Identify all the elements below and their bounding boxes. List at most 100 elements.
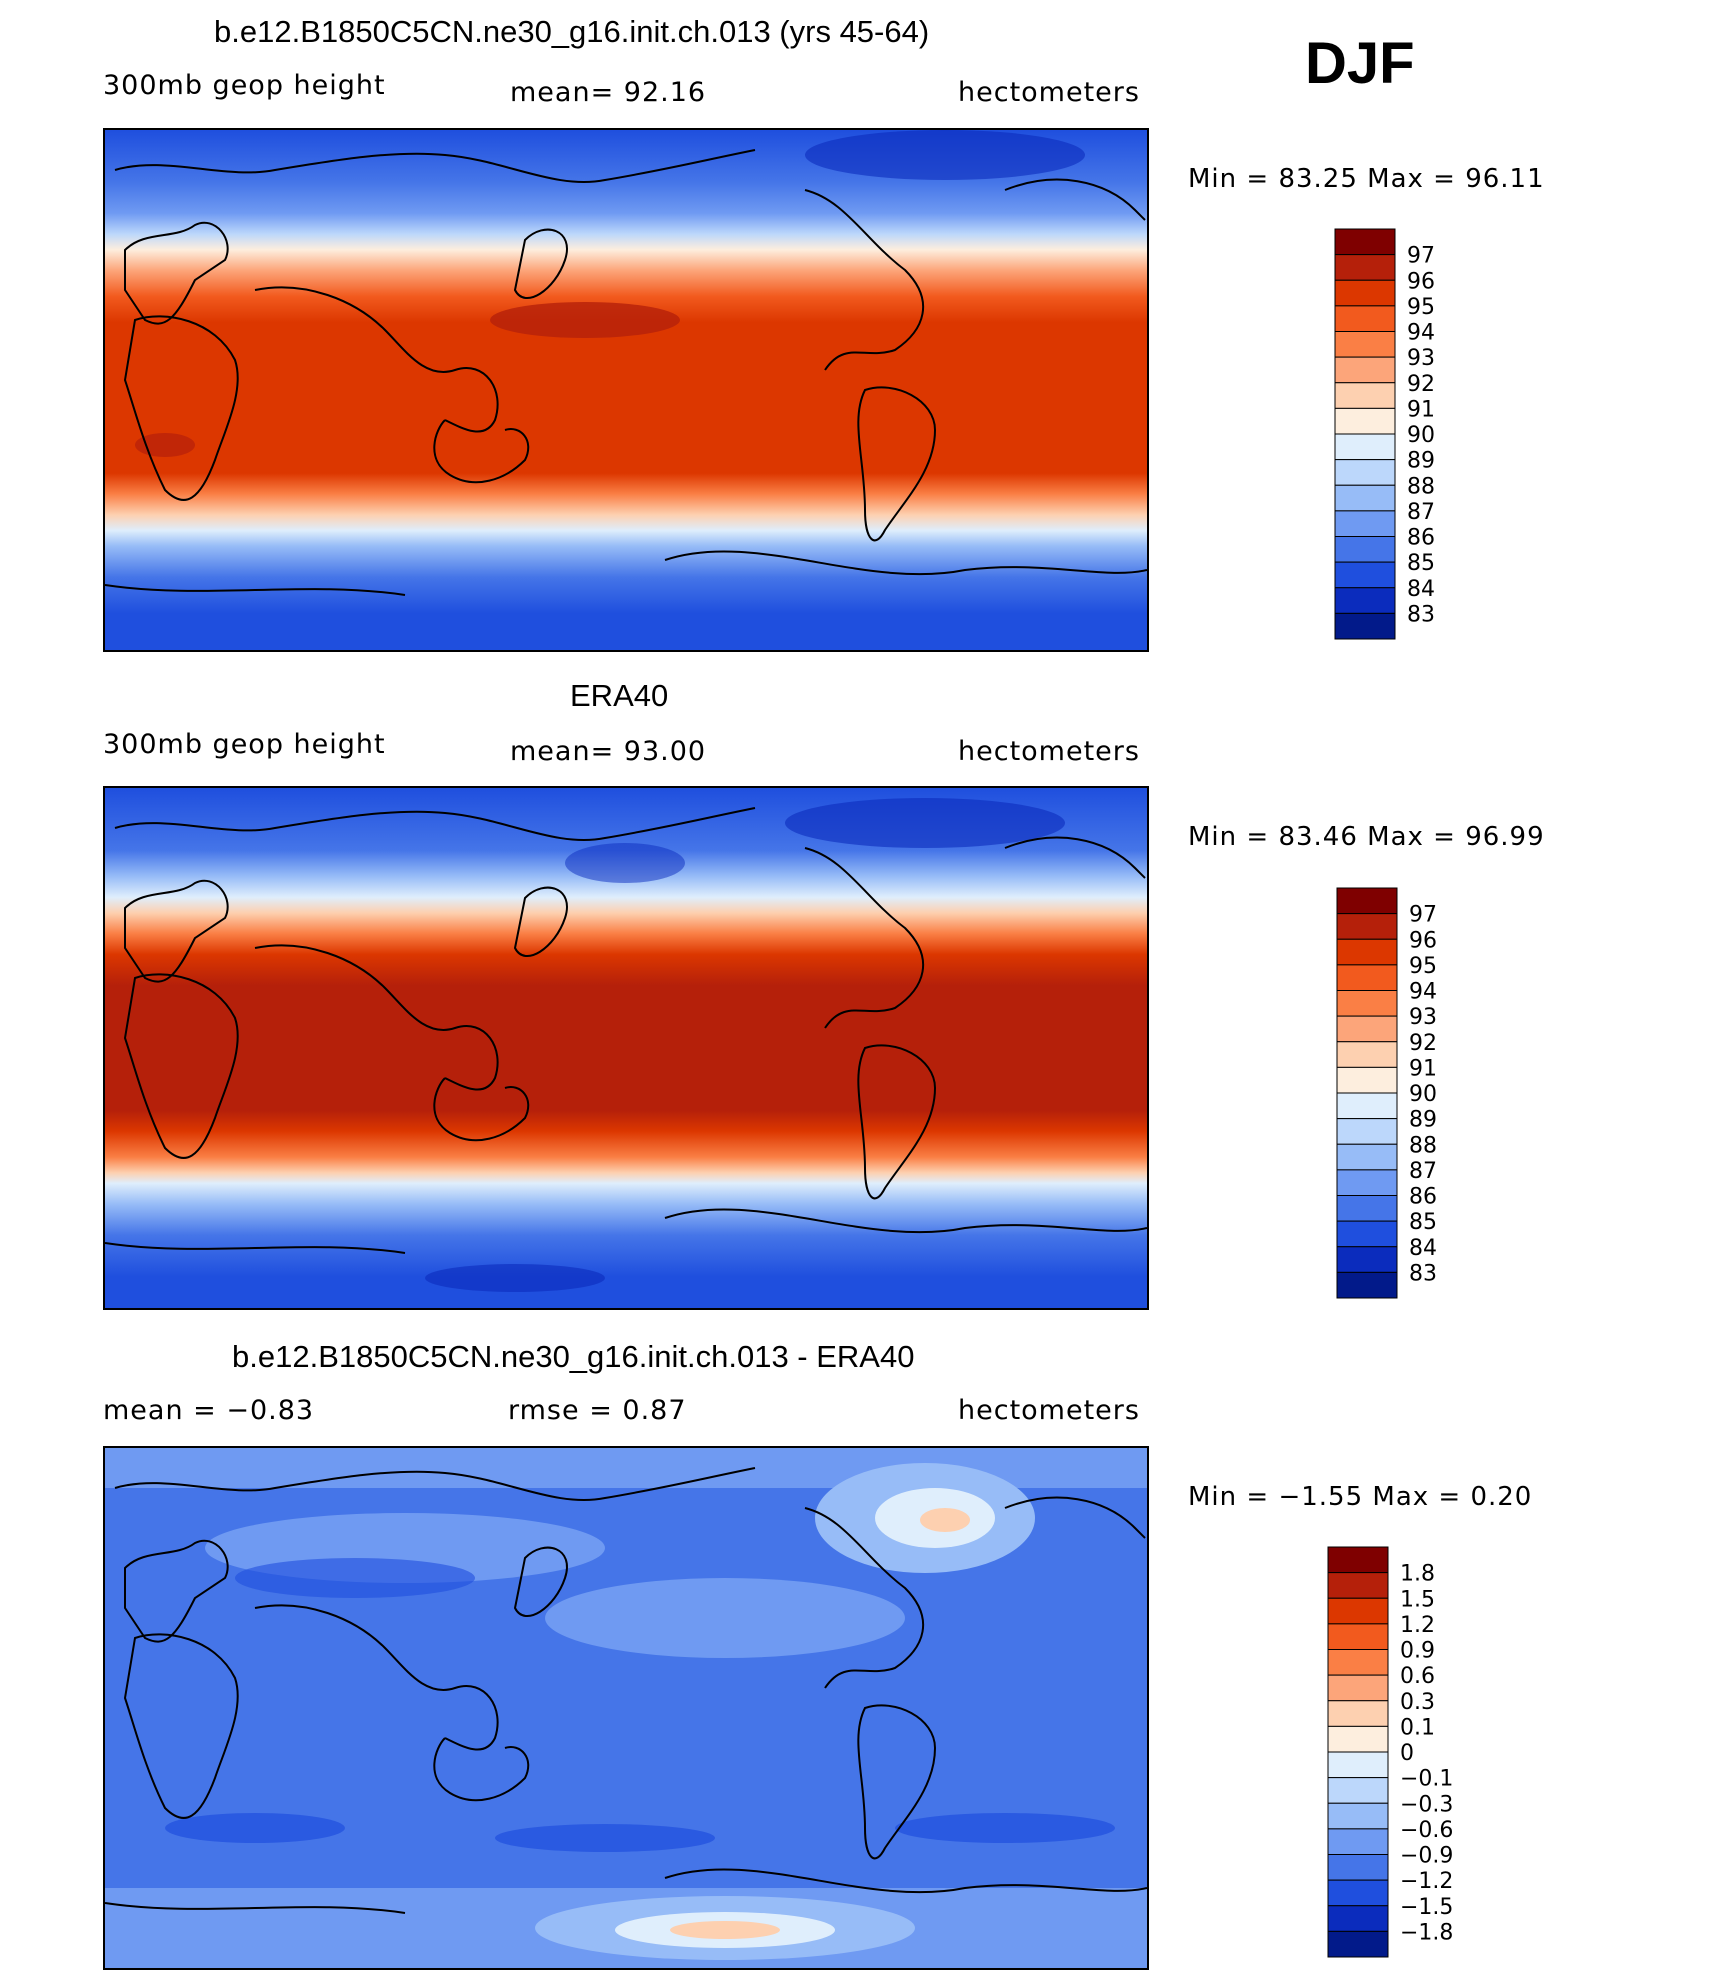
colorbar-label: 97	[1407, 244, 1435, 269]
colorbar-label: 0.6	[1400, 1664, 1435, 1689]
panel-2-colorbar: 97 96 95 94 93 92 91 90 89 88 87 86 85 84 83	[1336, 887, 1457, 1300]
colorbar-swatch	[1327, 1572, 1389, 1599]
colorbar-label: −0.3	[1400, 1792, 1453, 1817]
colorbar-swatch	[1336, 1246, 1398, 1273]
colorbar-swatch	[1336, 938, 1398, 966]
colorbar-swatch	[1334, 331, 1396, 358]
colorbar-swatch	[1327, 1674, 1389, 1702]
colorbar-swatch	[1336, 913, 1398, 940]
colorbar-label: 86	[1409, 1185, 1437, 1210]
colorbar-swatch	[1336, 887, 1398, 915]
colorbar-swatch	[1334, 587, 1396, 614]
colorbar-label: 87	[1409, 1159, 1437, 1184]
panel-2-mean-label: mean= 93.00	[510, 736, 707, 767]
colorbar-swatch	[1334, 510, 1396, 537]
colorbar-swatch	[1336, 964, 1398, 991]
colorbar-swatch	[1336, 1271, 1398, 1299]
colorbar-swatch	[1334, 433, 1396, 461]
colorbar-swatch	[1327, 1546, 1389, 1574]
panel-1-minmax: Min = 83.25 Max = 96.11	[1188, 164, 1545, 194]
colorbar-label: 0.9	[1400, 1639, 1435, 1664]
colorbar-swatch	[1334, 407, 1396, 435]
colorbar-label: 94	[1407, 321, 1435, 346]
colorbar-swatch	[1327, 1623, 1389, 1650]
colorbar-swatch	[1336, 1041, 1398, 1068]
colorbar-swatch	[1334, 254, 1396, 281]
colorbar-swatch	[1336, 1015, 1398, 1043]
panel-1-field	[105, 130, 1147, 650]
colorbar-swatch	[1336, 1220, 1398, 1248]
panel-1-mean-label: mean= 92.16	[510, 77, 707, 108]
colorbar-swatch	[1334, 459, 1396, 486]
colorbar-label: 1.5	[1400, 1587, 1435, 1612]
colorbar-label: 88	[1409, 1133, 1437, 1158]
panel-3-rmse-label: rmse = 0.87	[508, 1395, 687, 1426]
colorbar-label: 89	[1407, 449, 1435, 474]
colorbar-swatch	[1327, 1802, 1389, 1830]
colorbar-label: 90	[1407, 423, 1435, 448]
panel-3-colorbar: 1.8 1.5 1.2 0.9 0.6 0.3 0.1 0 −0.1 −0.3 −0.6 −0.9 −1…	[1327, 1546, 1468, 1959]
panel-3-title: b.e12.B1850C5CN.ne30_g16.init.ch.013 - E…	[232, 1339, 915, 1374]
colorbar-swatch	[1327, 1930, 1389, 1958]
colorbar-label: 96	[1409, 928, 1437, 953]
colorbar-swatch	[1334, 305, 1396, 332]
colorbar-label: −1.8	[1400, 1920, 1453, 1945]
panel-3-field	[105, 1448, 1147, 1968]
colorbar-label: −0.6	[1400, 1818, 1453, 1843]
colorbar-label: 1.2	[1400, 1613, 1435, 1638]
colorbar-swatch	[1336, 990, 1398, 1017]
panel-3-minmax: Min = −1.55 Max = 0.20	[1188, 1482, 1533, 1512]
colorbar-swatch	[1327, 1751, 1389, 1779]
colorbar-label: 96	[1407, 269, 1435, 294]
panel-1-colorbar: 97 96 95 94 93 92 91 90 89 88 87 86 85 84 83	[1334, 228, 1455, 641]
colorbar-swatch	[1327, 1777, 1389, 1804]
colorbar-label: 93	[1407, 346, 1435, 371]
colorbar-swatch	[1334, 228, 1396, 256]
colorbar-swatch	[1336, 1118, 1398, 1145]
colorbar-swatch	[1334, 356, 1396, 384]
colorbar-label: 93	[1409, 1005, 1437, 1030]
colorbar-swatch	[1334, 382, 1396, 409]
panel-3-units-label: hectometers	[958, 1395, 1140, 1426]
colorbar-label: 95	[1409, 954, 1437, 979]
panel-2-field	[105, 788, 1147, 1308]
colorbar-swatch	[1336, 1195, 1398, 1222]
colorbar-swatch	[1336, 1066, 1398, 1094]
colorbar-label: 85	[1407, 551, 1435, 576]
colorbar-swatch	[1334, 484, 1396, 512]
panel-3-map	[103, 1446, 1149, 1970]
colorbar-swatch	[1327, 1597, 1389, 1625]
colorbar-label: −1.5	[1400, 1895, 1453, 1920]
colorbar-label: 83	[1407, 602, 1435, 627]
panel-2-map	[103, 786, 1149, 1310]
colorbar-swatch	[1327, 1828, 1389, 1855]
colorbar-label: 0.3	[1400, 1690, 1435, 1715]
panel-2-title: ERA40	[570, 678, 669, 713]
colorbar-label: 95	[1407, 295, 1435, 320]
colorbar-label: 88	[1407, 474, 1435, 499]
colorbar-swatch	[1336, 1143, 1398, 1171]
colorbar-swatch	[1334, 536, 1396, 563]
colorbar-label: 0	[1400, 1741, 1414, 1766]
colorbar-swatch	[1327, 1649, 1389, 1676]
colorbar-label: 85	[1409, 1210, 1437, 1235]
colorbar-swatch	[1327, 1879, 1389, 1907]
colorbar-label: 87	[1407, 500, 1435, 525]
panel-1-title: b.e12.B1850C5CN.ne30_g16.init.ch.013 (yr…	[214, 14, 930, 49]
colorbar-label: −1.2	[1400, 1869, 1453, 1894]
colorbar-label: 90	[1409, 1082, 1437, 1107]
panel-1-units-label: hectometers	[958, 77, 1140, 108]
season-label: DJF	[1305, 31, 1415, 96]
colorbar-swatch	[1327, 1854, 1389, 1881]
panel-2-units-label: hectometers	[958, 736, 1140, 767]
colorbar-label: 84	[1407, 577, 1435, 602]
colorbar-label: 0.1	[1400, 1715, 1435, 1740]
colorbar-label: 1.8	[1400, 1562, 1435, 1587]
colorbar-swatch	[1334, 561, 1396, 589]
colorbar-swatch	[1336, 1092, 1398, 1120]
colorbar-label: 97	[1409, 903, 1437, 928]
colorbar-swatch	[1327, 1700, 1389, 1727]
colorbar-label: −0.1	[1400, 1767, 1453, 1792]
colorbar-label: 92	[1409, 1031, 1437, 1056]
colorbar-swatch	[1334, 612, 1396, 640]
